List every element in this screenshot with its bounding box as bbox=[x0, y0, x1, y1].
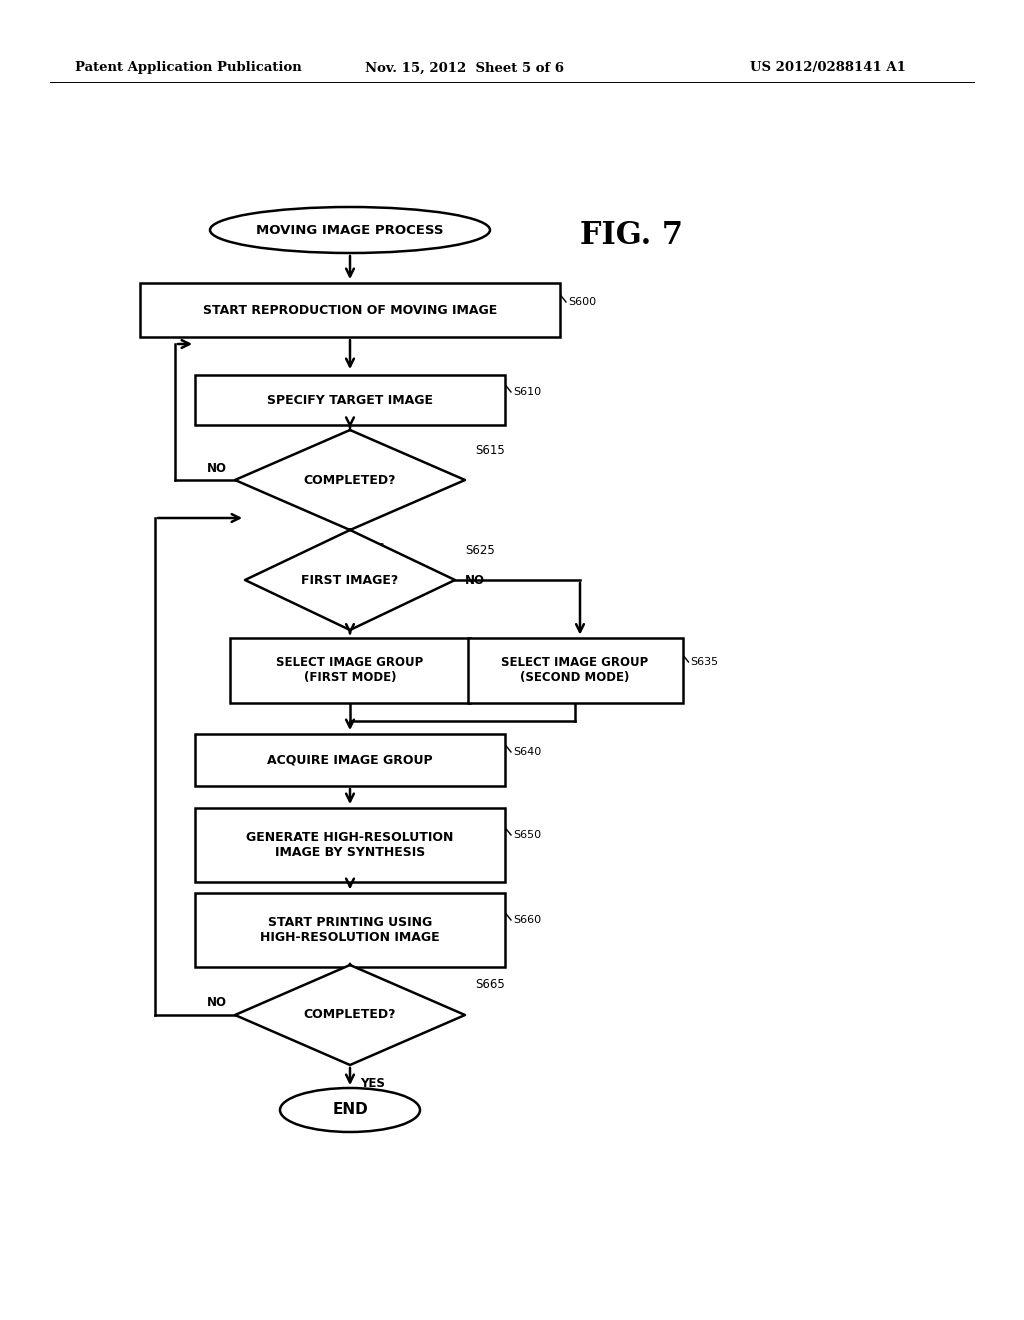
Text: S640: S640 bbox=[513, 747, 542, 756]
Text: NO: NO bbox=[207, 997, 227, 1010]
Text: Patent Application Publication: Patent Application Publication bbox=[75, 62, 302, 74]
Text: COMPLETED?: COMPLETED? bbox=[304, 1008, 396, 1022]
Ellipse shape bbox=[280, 1088, 420, 1133]
Ellipse shape bbox=[210, 207, 490, 253]
Text: END: END bbox=[332, 1102, 368, 1118]
Text: NO: NO bbox=[465, 573, 485, 586]
Text: YES: YES bbox=[360, 1077, 385, 1090]
Text: SELECT IMAGE GROUP
(SECOND MODE): SELECT IMAGE GROUP (SECOND MODE) bbox=[502, 656, 648, 684]
Text: S625: S625 bbox=[465, 544, 495, 557]
Polygon shape bbox=[234, 965, 465, 1065]
Text: S635: S635 bbox=[690, 657, 719, 667]
Text: START PRINTING USING
HIGH-RESOLUTION IMAGE: START PRINTING USING HIGH-RESOLUTION IMA… bbox=[260, 916, 440, 944]
Text: START REPRODUCTION OF MOVING IMAGE: START REPRODUCTION OF MOVING IMAGE bbox=[203, 304, 497, 317]
Text: S600: S600 bbox=[568, 297, 596, 308]
Text: SPECIFY TARGET IMAGE: SPECIFY TARGET IMAGE bbox=[267, 393, 433, 407]
Text: YES: YES bbox=[360, 642, 385, 655]
Text: GENERATE HIGH-RESOLUTION
IMAGE BY SYNTHESIS: GENERATE HIGH-RESOLUTION IMAGE BY SYNTHE… bbox=[247, 832, 454, 859]
Text: NO: NO bbox=[207, 462, 227, 474]
Text: US 2012/0288141 A1: US 2012/0288141 A1 bbox=[750, 62, 906, 74]
Text: S650: S650 bbox=[513, 830, 541, 840]
Text: YES: YES bbox=[360, 543, 385, 554]
Text: S630: S630 bbox=[478, 657, 506, 667]
Bar bbox=[195, 734, 505, 785]
Bar bbox=[195, 894, 505, 968]
Text: S665: S665 bbox=[475, 978, 505, 991]
Text: SELECT IMAGE GROUP
(FIRST MODE): SELECT IMAGE GROUP (FIRST MODE) bbox=[276, 656, 424, 684]
Text: ACQUIRE IMAGE GROUP: ACQUIRE IMAGE GROUP bbox=[267, 754, 433, 767]
Bar bbox=[230, 638, 470, 702]
Bar bbox=[140, 282, 560, 337]
Polygon shape bbox=[234, 430, 465, 531]
Polygon shape bbox=[245, 531, 455, 630]
Text: FIRST IMAGE?: FIRST IMAGE? bbox=[301, 573, 398, 586]
Text: COMPLETED?: COMPLETED? bbox=[304, 474, 396, 487]
Text: FIG. 7: FIG. 7 bbox=[580, 219, 683, 251]
Text: Nov. 15, 2012  Sheet 5 of 6: Nov. 15, 2012 Sheet 5 of 6 bbox=[365, 62, 564, 74]
Text: MOVING IMAGE PROCESS: MOVING IMAGE PROCESS bbox=[256, 223, 443, 236]
Bar bbox=[195, 808, 505, 882]
Text: S610: S610 bbox=[513, 387, 541, 397]
Bar bbox=[195, 375, 505, 425]
Text: S615: S615 bbox=[475, 444, 505, 457]
Bar bbox=[468, 638, 683, 702]
Text: S660: S660 bbox=[513, 915, 541, 925]
